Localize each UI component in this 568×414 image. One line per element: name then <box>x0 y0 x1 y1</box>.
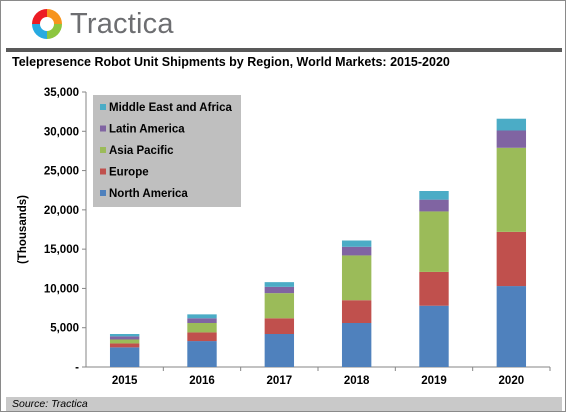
bar-segment <box>187 323 217 333</box>
tractica-logo-icon <box>32 9 62 39</box>
bar-segment <box>496 286 527 367</box>
legend-box <box>93 95 241 207</box>
legend-swatch <box>100 104 106 110</box>
bar-segment <box>419 191 449 200</box>
bar-segment <box>496 118 527 131</box>
x-tick-label: 2019 <box>421 375 447 387</box>
legend-swatch <box>100 190 106 196</box>
y-axis-label: (Thousands) <box>17 195 29 264</box>
bar-segment <box>187 341 217 367</box>
bar-segment <box>187 332 217 342</box>
y-tick-label: 25,000 <box>44 166 79 178</box>
bar-segment <box>341 300 372 323</box>
bar-segment <box>109 343 140 348</box>
bar-segment <box>496 231 527 287</box>
x-tick-label: 2018 <box>344 375 370 387</box>
bar-segment <box>419 271 449 306</box>
bar-segment <box>341 323 372 367</box>
bar-segment <box>264 282 295 287</box>
legend-label: Middle East and Africa <box>109 102 233 114</box>
chart-title: Telepresence Robot Unit Shipments by Reg… <box>12 55 450 69</box>
legend-swatch <box>100 125 106 132</box>
brand-logo: Tractica <box>30 6 174 42</box>
bar-segment <box>264 318 295 334</box>
bar-segment <box>496 147 527 232</box>
bar-segment <box>264 286 295 294</box>
y-tick-label: 35,000 <box>44 87 79 99</box>
legend-label: Latin America <box>109 124 185 136</box>
legend-label: Asia Pacific <box>109 145 174 157</box>
bar-segment <box>109 336 140 340</box>
legend-label: North America <box>109 188 188 200</box>
legend-swatch <box>100 147 106 153</box>
bar-segment <box>341 255 372 301</box>
bar-segment <box>496 130 527 148</box>
y-tick-label: 15,000 <box>44 244 79 256</box>
bar-segment <box>109 334 140 337</box>
bar-segment <box>419 305 449 367</box>
y-tick-label: - <box>75 362 79 374</box>
bar-segment <box>187 318 217 323</box>
bar-segment <box>419 199 449 212</box>
bar-segment <box>341 240 372 247</box>
legend-swatch <box>100 168 106 175</box>
x-tick-label: 2020 <box>499 375 525 387</box>
y-tick-label: 10,000 <box>44 283 79 295</box>
y-tick-label: 5,000 <box>50 323 79 335</box>
x-tick-label: 2016 <box>189 375 215 387</box>
bar-segment <box>187 314 217 319</box>
source-note: Source: Tractica <box>12 398 88 410</box>
brand-name: Tractica <box>70 7 174 40</box>
y-tick-label: 30,000 <box>44 126 79 138</box>
legend-label: Europe <box>109 167 149 179</box>
bar-segment <box>264 293 295 319</box>
bar-segment <box>109 347 140 367</box>
x-tick-label: 2015 <box>112 375 138 387</box>
bar-segment <box>419 211 449 272</box>
bar-segment <box>264 334 295 367</box>
source-bar <box>6 397 562 411</box>
y-tick-label: 20,000 <box>44 205 79 217</box>
x-tick-label: 2017 <box>267 375 293 387</box>
bar-segment <box>341 246 372 256</box>
header-rule <box>6 48 562 52</box>
bar-segment <box>109 339 140 344</box>
